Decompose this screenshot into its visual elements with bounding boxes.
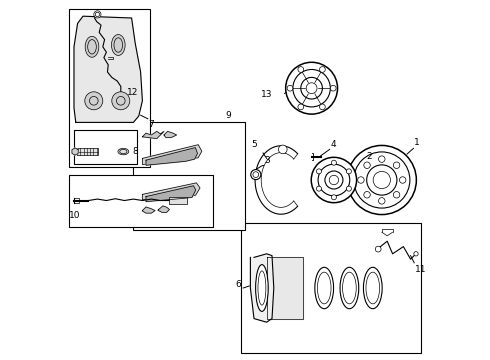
Text: 12: 12 <box>127 89 138 98</box>
Circle shape <box>287 85 293 91</box>
Polygon shape <box>146 148 197 165</box>
Circle shape <box>298 67 304 72</box>
Polygon shape <box>250 254 274 322</box>
Text: 3: 3 <box>265 156 270 165</box>
Circle shape <box>317 169 321 174</box>
Polygon shape <box>143 145 202 165</box>
Polygon shape <box>74 16 143 122</box>
Bar <box>69 175 213 227</box>
Circle shape <box>317 186 321 191</box>
Circle shape <box>379 156 385 162</box>
Text: 10: 10 <box>69 211 81 220</box>
Circle shape <box>393 192 400 198</box>
Polygon shape <box>143 207 155 213</box>
Bar <box>69 9 149 167</box>
Polygon shape <box>158 206 170 212</box>
Bar <box>74 130 137 164</box>
Polygon shape <box>267 257 303 319</box>
Polygon shape <box>143 131 164 139</box>
Bar <box>242 223 421 353</box>
Circle shape <box>251 170 261 180</box>
Circle shape <box>286 62 338 114</box>
Bar <box>76 148 98 155</box>
Ellipse shape <box>364 267 382 309</box>
Polygon shape <box>143 183 200 200</box>
Ellipse shape <box>85 36 99 57</box>
Polygon shape <box>164 131 176 138</box>
Ellipse shape <box>340 267 359 309</box>
Circle shape <box>319 67 325 72</box>
Text: 13: 13 <box>261 90 272 99</box>
Circle shape <box>364 162 370 168</box>
Circle shape <box>393 162 400 168</box>
Circle shape <box>399 177 406 183</box>
Ellipse shape <box>118 148 129 155</box>
Circle shape <box>94 11 101 18</box>
Text: 11: 11 <box>415 265 426 274</box>
Ellipse shape <box>111 35 125 55</box>
Text: 4: 4 <box>330 140 336 149</box>
Circle shape <box>364 192 370 198</box>
Circle shape <box>346 169 351 174</box>
Bar <box>133 122 245 230</box>
Text: 7: 7 <box>148 120 154 129</box>
Bar <box>170 197 187 204</box>
Text: 2: 2 <box>367 152 372 161</box>
Circle shape <box>358 177 364 183</box>
Ellipse shape <box>315 267 334 309</box>
Circle shape <box>375 246 381 252</box>
Ellipse shape <box>256 265 268 311</box>
Circle shape <box>278 145 287 154</box>
Circle shape <box>331 160 337 165</box>
Polygon shape <box>72 148 78 155</box>
Text: 9: 9 <box>225 111 231 120</box>
Circle shape <box>319 104 325 110</box>
Circle shape <box>311 157 357 203</box>
Text: 5: 5 <box>251 140 257 149</box>
Circle shape <box>112 92 130 110</box>
Circle shape <box>298 104 304 110</box>
Circle shape <box>379 198 385 204</box>
Text: 6: 6 <box>235 280 241 289</box>
Circle shape <box>331 195 337 200</box>
Polygon shape <box>146 186 196 202</box>
Text: 8: 8 <box>132 147 138 156</box>
Circle shape <box>346 186 351 191</box>
Circle shape <box>85 92 103 110</box>
Circle shape <box>414 252 418 256</box>
Text: 1: 1 <box>414 138 420 147</box>
Circle shape <box>330 85 336 91</box>
Circle shape <box>347 145 416 215</box>
